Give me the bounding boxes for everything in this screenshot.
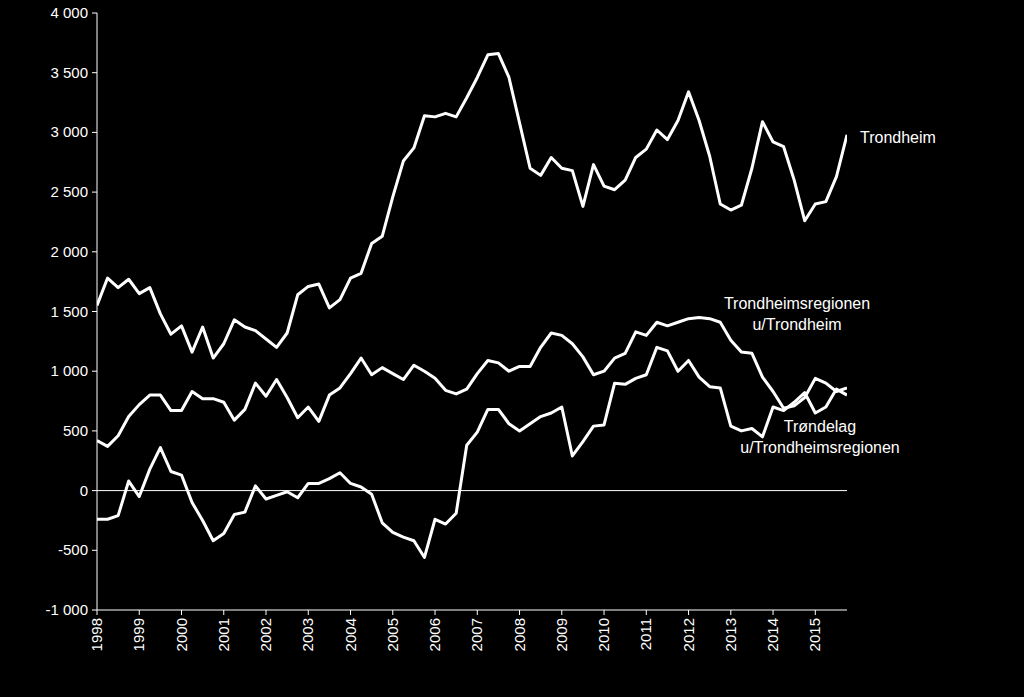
x-tick bbox=[181, 610, 182, 615]
y-tick bbox=[92, 192, 97, 193]
series-line bbox=[97, 347, 847, 557]
x-tick bbox=[604, 610, 605, 615]
series-label: Trøndelagu/Trondheimsregionen bbox=[740, 418, 900, 456]
axes: -1 000 -500 0 500 1 000 1 500 2 000 2 500 3 000 3… bbox=[45, 4, 847, 651]
x-tick bbox=[815, 610, 816, 615]
x-tick-label: 2005 bbox=[384, 618, 401, 651]
series-labels: Trondheim Trondheimsregionenu/Trondheim Tr… bbox=[724, 129, 936, 456]
y-tick bbox=[92, 311, 97, 312]
y-tick bbox=[92, 490, 97, 491]
x-tick bbox=[266, 610, 267, 615]
y-tick-label: 3 000 bbox=[50, 123, 88, 140]
y-tick bbox=[92, 430, 97, 431]
series-line bbox=[97, 54, 847, 358]
y-tick-label: -500 bbox=[58, 541, 88, 558]
x-tick-label: 1999 bbox=[130, 618, 147, 651]
x-tick bbox=[519, 610, 520, 615]
x-tick-label: 2006 bbox=[426, 618, 443, 651]
y-tick-label: 3 500 bbox=[50, 64, 88, 81]
y-tick bbox=[92, 13, 97, 14]
y-tick-label: 2 500 bbox=[50, 183, 88, 200]
x-tick-label: 2014 bbox=[764, 618, 781, 651]
x-tick bbox=[646, 610, 647, 615]
x-tick-label: 2003 bbox=[299, 618, 316, 651]
y-tick-label: 0 bbox=[80, 482, 88, 499]
y-tick bbox=[92, 610, 97, 611]
x-tick-label: 1998 bbox=[88, 618, 105, 651]
x-tick-label: 2012 bbox=[680, 618, 697, 651]
x-tick bbox=[308, 610, 309, 615]
y-tick bbox=[92, 72, 97, 73]
x-tick-label: 2011 bbox=[637, 618, 654, 650]
x-tick-label: 2001 bbox=[215, 618, 232, 651]
x-tick-label: 2010 bbox=[595, 618, 612, 651]
x-tick bbox=[350, 610, 351, 615]
zero-line bbox=[97, 490, 847, 491]
x-tick-label: 2002 bbox=[257, 618, 274, 651]
y-tick-label: 2 000 bbox=[50, 243, 88, 260]
x-tick bbox=[730, 610, 731, 615]
x-tick-label: 2013 bbox=[722, 618, 739, 651]
x-tick bbox=[773, 610, 774, 615]
y-tick-label: 1 500 bbox=[50, 303, 88, 320]
y-tick bbox=[92, 132, 97, 133]
x-tick bbox=[688, 610, 689, 615]
x-tick-label: 2004 bbox=[342, 618, 359, 651]
x-tick-label: 2009 bbox=[553, 618, 570, 651]
series-label: Trondheimsregionenu/Trondheim bbox=[724, 295, 870, 333]
y-tick-label: -1 000 bbox=[45, 601, 88, 618]
x-tick bbox=[139, 610, 140, 615]
background bbox=[0, 0, 1024, 697]
y-tick bbox=[92, 550, 97, 551]
x-tick bbox=[392, 610, 393, 615]
y-tick-label: 1 000 bbox=[50, 362, 88, 379]
x-tick bbox=[477, 610, 478, 615]
x-axis-line bbox=[97, 610, 847, 611]
y-tick-label: 4 000 bbox=[50, 4, 88, 21]
x-tick bbox=[223, 610, 224, 615]
series-label: Trondheim bbox=[860, 129, 936, 146]
y-tick-label: 500 bbox=[63, 422, 88, 439]
x-tick-label: 2008 bbox=[511, 618, 528, 651]
x-tick-label: 2015 bbox=[806, 618, 823, 651]
chart: -1 000 -500 0 500 1 000 1 500 2 000 2 500 3 000 3… bbox=[0, 0, 1024, 697]
y-tick bbox=[92, 251, 97, 252]
x-tick bbox=[561, 610, 562, 615]
x-tick bbox=[435, 610, 436, 615]
x-tick-label: 2000 bbox=[173, 618, 190, 651]
x-tick-label: 2007 bbox=[468, 618, 485, 651]
y-tick bbox=[92, 371, 97, 372]
x-tick bbox=[97, 610, 98, 615]
